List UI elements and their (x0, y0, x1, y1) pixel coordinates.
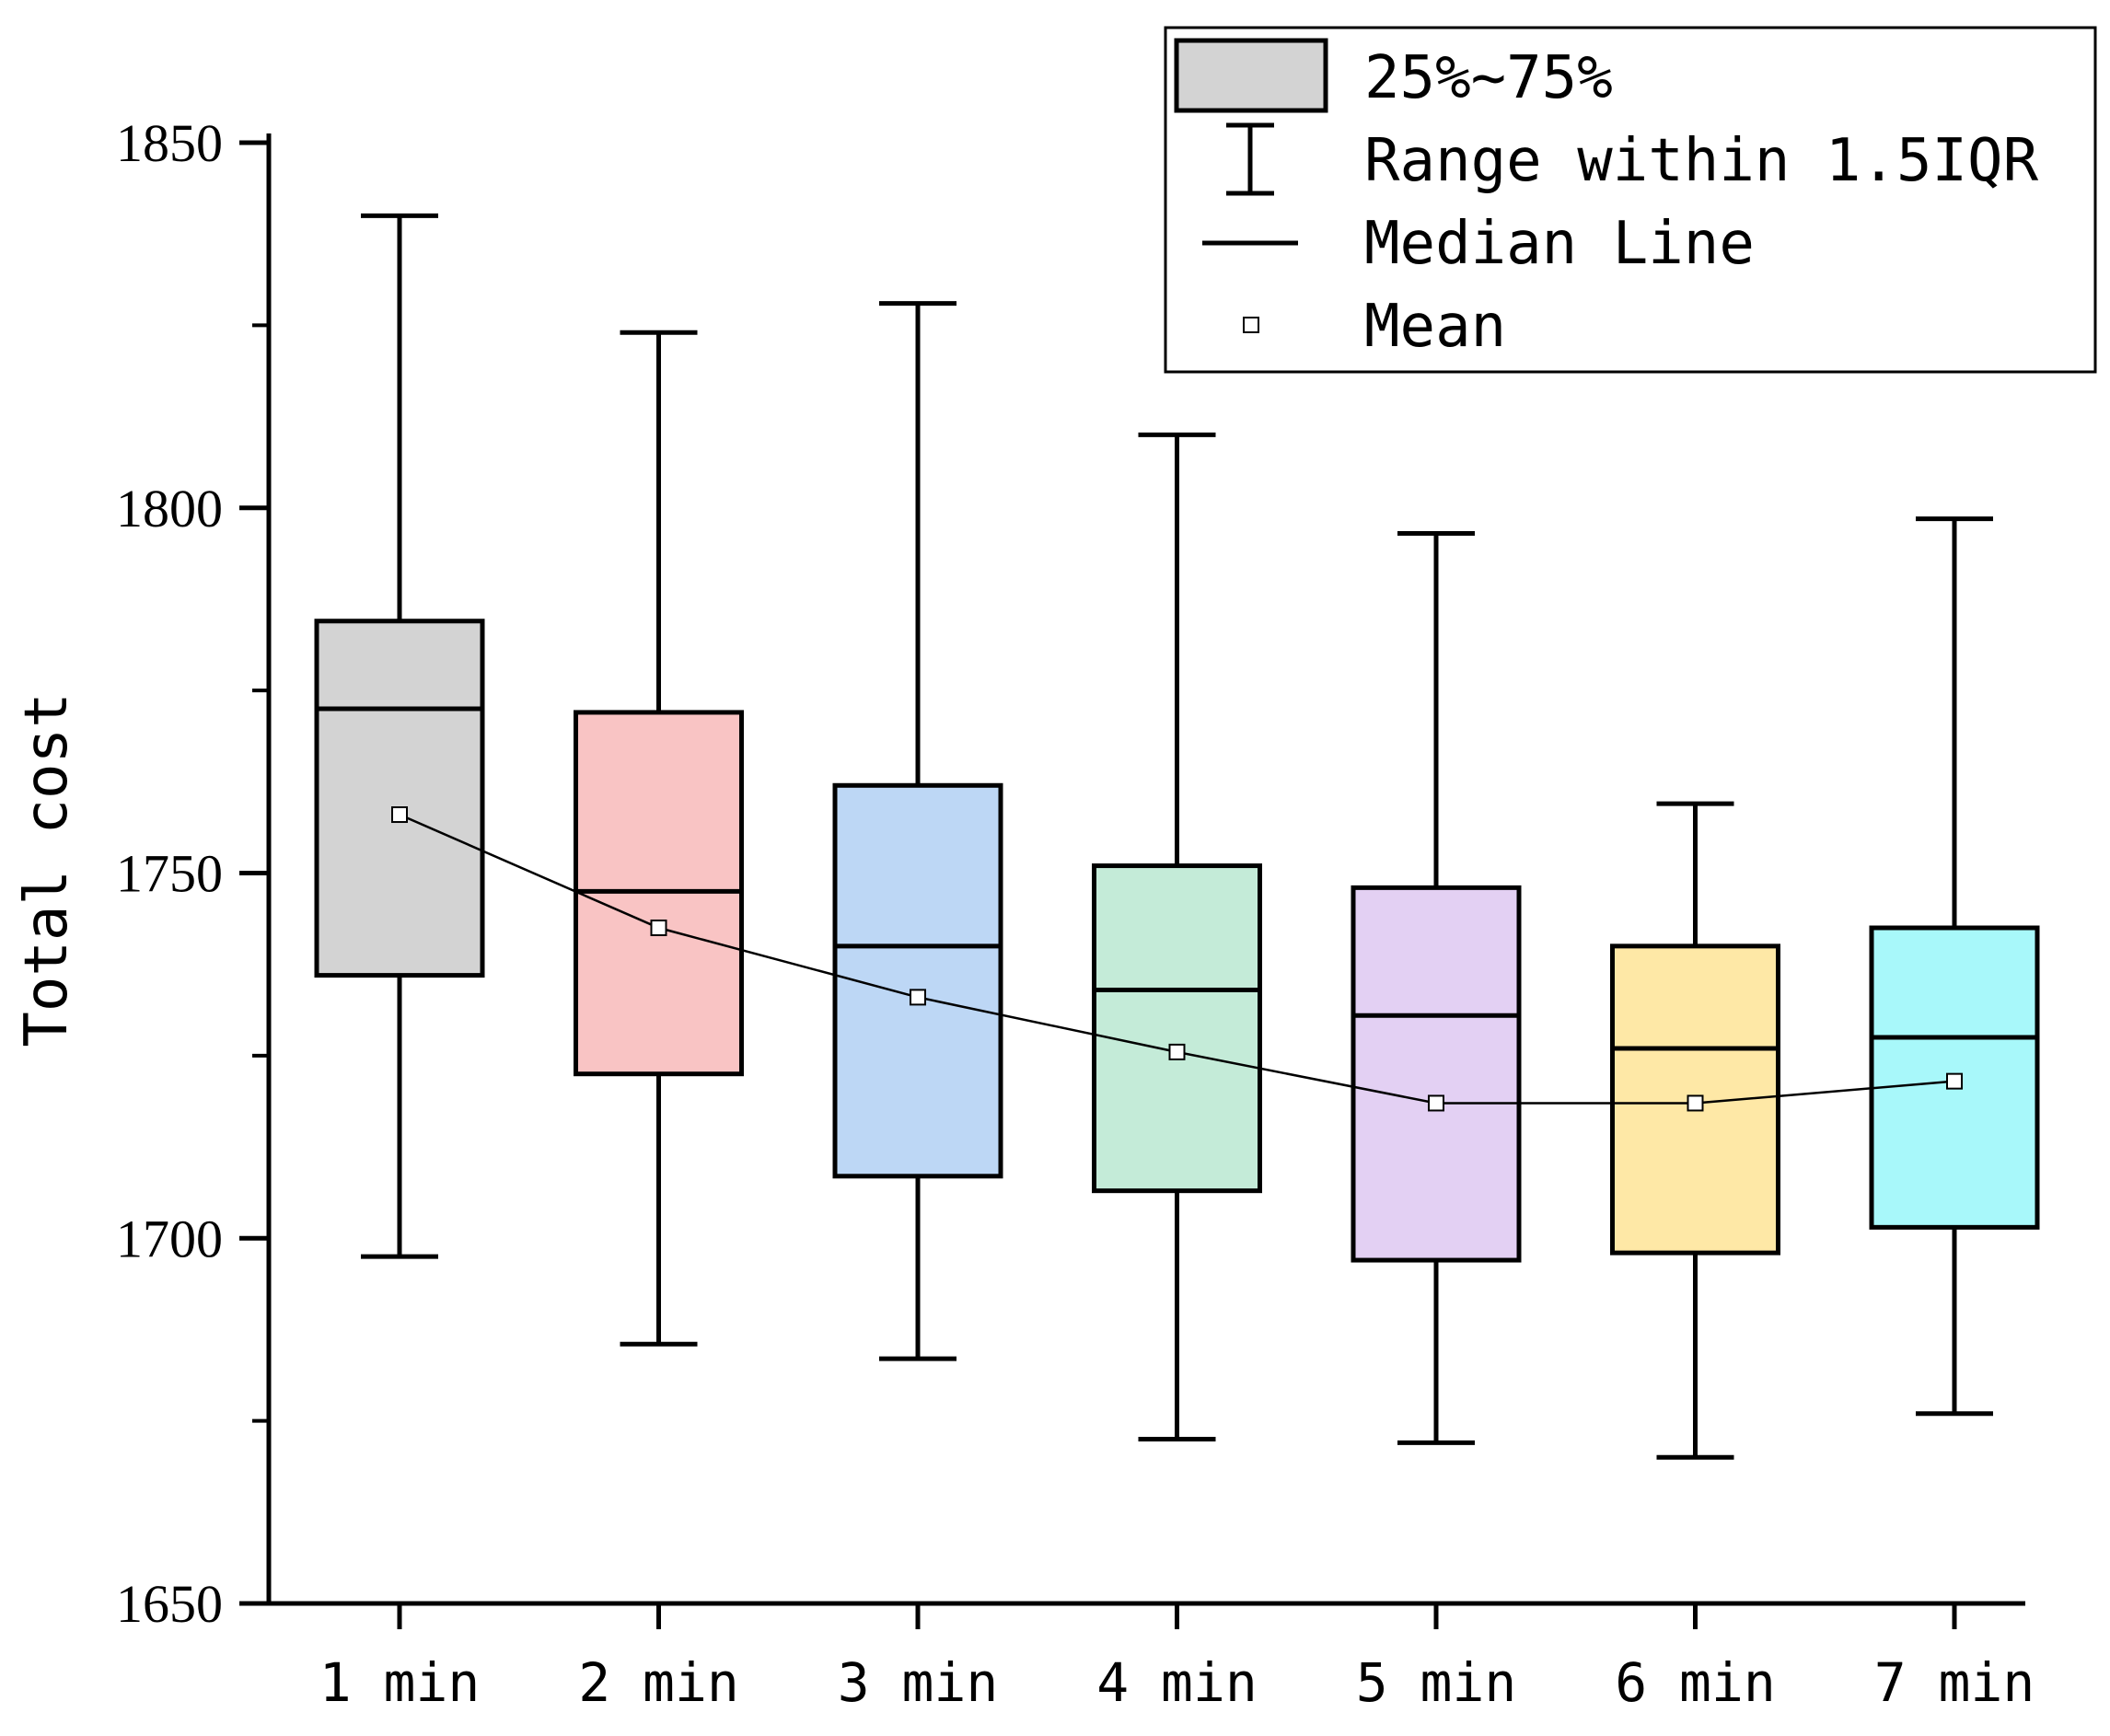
iqr-box (314, 619, 485, 978)
legend-box-swatch (1174, 38, 1328, 113)
x-tick-label: 4 min (1096, 1651, 1258, 1714)
box-group (832, 301, 1003, 1361)
x-tick-label: 3 min (838, 1651, 999, 1714)
x-tick-label: 2 min (578, 1651, 739, 1714)
mean-marker (650, 920, 667, 937)
mean-series (391, 806, 1963, 1112)
y-tick-label: 1800 (116, 479, 223, 538)
y-tick-label: 1650 (116, 1574, 223, 1634)
axis-labels: Total cost (13, 692, 81, 1047)
legend-label-whisker: Range within 1.5IQR (1364, 127, 2039, 195)
x-tick-label: 1 min (319, 1651, 481, 1714)
legend-label-median: Median Line (1364, 210, 1755, 278)
box-group (574, 330, 744, 1347)
iqr-box (832, 782, 1003, 1179)
iqr-box (1092, 863, 1262, 1194)
legend-whisker-icon (1226, 122, 1274, 196)
x-tick-label: 5 min (1356, 1651, 1517, 1714)
mean-marker (1428, 1094, 1444, 1112)
box-group (314, 213, 485, 1259)
mean-marker (910, 989, 926, 1006)
mean-marker (1168, 1043, 1186, 1060)
y-tick-label: 1700 (116, 1209, 223, 1268)
mean-marker (1946, 1072, 1963, 1090)
y-tick-label: 1750 (116, 844, 223, 904)
legend-label-mean: Mean (1364, 293, 1506, 361)
box-group (1092, 432, 1262, 1441)
legend-mean-icon (1243, 317, 1259, 333)
x-tick-label: 7 min (1874, 1651, 2035, 1714)
y-tick-label: 1850 (116, 113, 223, 173)
mean-marker (1687, 1094, 1704, 1112)
boxes (314, 213, 2040, 1460)
box-group (1869, 516, 2040, 1417)
box-group (1351, 531, 1522, 1445)
legend-label-box: 25%~75% (1364, 44, 1613, 112)
iqr-box (1351, 885, 1522, 1263)
mean-marker (391, 806, 408, 824)
axes: 1650 1700 1750 1800 1850 1 min 2 min 3 min 4 min… (116, 113, 2035, 1714)
box-group (1610, 801, 1780, 1460)
legend: 25%~75% Range within 1.5IQR Median Line … (1164, 26, 2097, 374)
x-tick-label: 6 min (1615, 1651, 1776, 1714)
y-axis-label: Total cost (13, 692, 81, 1047)
